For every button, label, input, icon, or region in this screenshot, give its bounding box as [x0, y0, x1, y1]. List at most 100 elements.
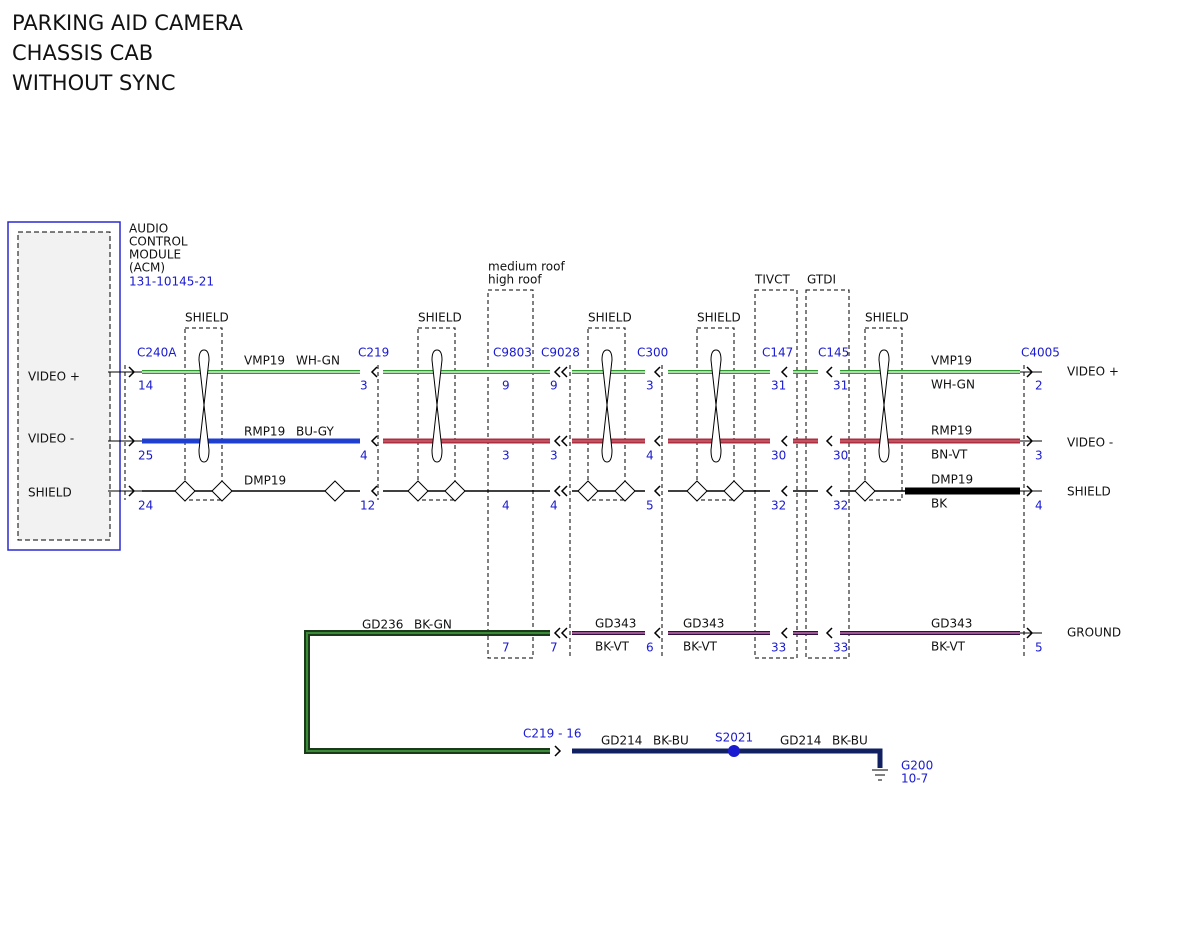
wire-label: BK-VT: [683, 640, 718, 654]
shield-diamond: [686, 480, 708, 502]
terminal: [653, 366, 661, 378]
terminal: [553, 366, 561, 378]
pin-number: 30: [833, 449, 848, 463]
terminal: [653, 627, 661, 639]
wire-label: BN-VT: [931, 448, 968, 462]
pin-number: 3: [550, 449, 558, 463]
option-label: GTDI: [807, 273, 836, 287]
wire-label: GD343: [683, 617, 724, 631]
terminal: [825, 366, 833, 378]
twist: [878, 349, 890, 463]
pin-number: 4: [502, 499, 510, 513]
module-pin: VIDEO +: [28, 370, 80, 384]
terminal: [370, 435, 378, 447]
terminal: [825, 627, 833, 639]
pin-number: 5: [646, 499, 654, 513]
pin-number: 6: [646, 641, 654, 655]
wire-label: DMP19: [931, 473, 973, 487]
connector-name: C219: [358, 346, 389, 360]
terminal: [1026, 435, 1034, 447]
pin-number: 31: [833, 379, 848, 393]
shield-label: SHIELD: [418, 311, 462, 325]
terminal: [553, 485, 561, 497]
wire-label: WH-GN: [296, 354, 340, 368]
wire-label: BK-VT: [595, 640, 630, 654]
terminal: [560, 485, 568, 497]
module-pin: VIDEO -: [28, 432, 74, 446]
terminal: [553, 627, 561, 639]
wire-label: BK-VT: [931, 640, 966, 654]
wire-label: VMP19: [931, 354, 972, 368]
ground-wire: [304, 630, 550, 754]
shield-diamond: [407, 480, 429, 502]
option-box: [754, 289, 798, 659]
pin-number: 4: [1035, 499, 1043, 513]
option-box: [805, 289, 850, 659]
shield-label: SHIELD: [588, 311, 632, 325]
terminal: [825, 485, 833, 497]
twist: [431, 349, 443, 463]
terminal: [553, 435, 561, 447]
terminal: [1026, 366, 1034, 378]
terminal: [128, 485, 136, 497]
terminal: [653, 435, 661, 447]
module-name: MODULE: [129, 248, 181, 262]
shield-diamond: [324, 480, 346, 502]
pin-number: 9: [550, 379, 558, 393]
connector-name: C240A: [137, 346, 177, 360]
twist: [601, 349, 613, 463]
terminal: [128, 435, 136, 447]
pin-number: 5: [1035, 641, 1043, 655]
terminal: [370, 485, 378, 497]
terminal: [1026, 485, 1034, 497]
signal-label: GROUND: [1067, 626, 1121, 640]
pin-number: 14: [138, 379, 153, 393]
terminal: [1026, 627, 1034, 639]
header-line: WITHOUT SYNC: [12, 71, 176, 95]
shield-label: SHIELD: [697, 311, 741, 325]
wire-label: BK-GN: [414, 618, 452, 632]
terminal: [128, 366, 136, 378]
pin-number: 32: [833, 499, 848, 513]
connector-name: C145: [818, 346, 849, 360]
module-name: CONTROL: [129, 235, 188, 249]
option-box: [487, 289, 534, 659]
module-ref: 131-10145-21: [129, 275, 214, 289]
wire-label: WH-GN: [931, 378, 975, 392]
wire-label: GD236: [362, 618, 403, 632]
splice: [728, 745, 740, 757]
pin-number: 31: [771, 379, 786, 393]
shield-box: [864, 327, 903, 501]
shield-diamond: [211, 480, 233, 502]
pin-number: 24: [138, 499, 153, 513]
terminal: [560, 366, 568, 378]
twist: [198, 349, 210, 463]
shield-diamond: [614, 480, 636, 502]
module-name: (ACM): [129, 261, 165, 275]
option-label: medium roof: [488, 260, 565, 274]
terminal: [554, 745, 562, 757]
shield-box: [587, 327, 626, 501]
wire-label: RMP19: [244, 425, 285, 439]
shield-label: SHIELD: [185, 311, 229, 325]
pin-number: 4: [550, 499, 558, 513]
signal-label: VIDEO -: [1067, 436, 1113, 450]
shield-diamond: [577, 480, 599, 502]
pin-number: 30: [771, 449, 786, 463]
pin-number: 2: [1035, 379, 1043, 393]
terminal: [780, 435, 788, 447]
terminal: [560, 435, 568, 447]
connector-name: C300: [637, 346, 668, 360]
module-body: [17, 231, 111, 541]
connector-name: C9803: [493, 346, 532, 360]
module-name: AUDIO: [129, 222, 168, 236]
pin-number: 3: [1035, 449, 1043, 463]
wire-label: 10-7: [901, 772, 928, 786]
wire-label: GD343: [595, 617, 636, 631]
pin-number: 32: [771, 499, 786, 513]
terminal: [370, 366, 378, 378]
wire-label: RMP19: [931, 424, 972, 438]
wire-label: S2021: [715, 731, 753, 745]
pin-number: 33: [833, 641, 848, 655]
